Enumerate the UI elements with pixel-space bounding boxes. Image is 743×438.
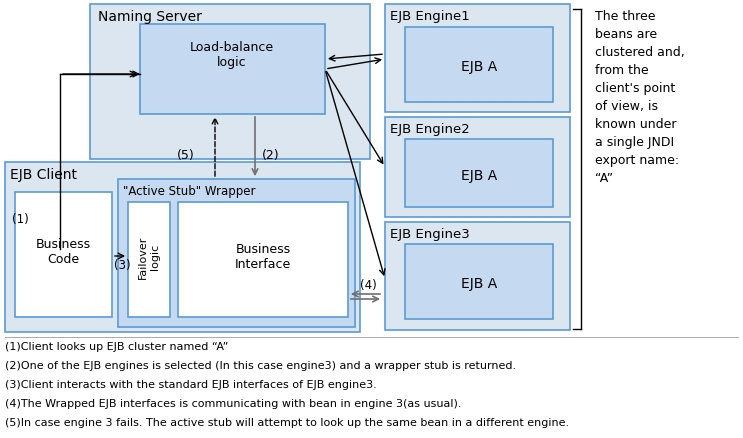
Bar [385,118,570,218]
Bar [178,202,348,317]
Text: Business
Interface: Business Interface [235,243,291,270]
Text: EJB Client: EJB Client [10,168,77,182]
Text: (5)In case engine 3 fails. The active stub will attempt to look up the same bean: (5)In case engine 3 fails. The active st… [5,417,569,427]
Text: (3): (3) [114,258,131,271]
Bar [405,244,553,319]
Text: (4): (4) [360,278,377,291]
Text: (5): (5) [178,148,195,161]
Bar [15,193,112,317]
Text: (1): (1) [12,213,28,226]
Bar [385,5,570,113]
Text: Failover
logic: Failover logic [138,235,160,278]
Text: Load-balance
logic: Load-balance logic [190,41,274,69]
Text: EJB A: EJB A [461,169,497,183]
Text: EJB Engine2: EJB Engine2 [390,123,470,136]
Bar [385,223,570,330]
Bar [140,25,325,115]
Bar [90,5,370,159]
Text: The three
beans are
clustered and,
from the
client's point
of view, is
known und: The three beans are clustered and, from … [595,10,685,184]
Bar [5,162,360,332]
Bar [405,140,553,208]
Text: (1)Client looks up EJB cluster named “A”: (1)Client looks up EJB cluster named “A” [5,341,228,351]
Text: (4)The Wrapped EJB interfaces is communicating with bean in engine 3(as usual).: (4)The Wrapped EJB interfaces is communi… [5,398,461,408]
Text: "Active Stub" Wrapper: "Active Stub" Wrapper [123,184,256,198]
Text: Naming Server: Naming Server [98,10,202,24]
Text: (2): (2) [262,148,279,161]
Text: EJB A: EJB A [461,276,497,290]
Bar [405,28,553,103]
Text: (2)One of the EJB engines is selected (In this case engine3) and a wrapper stub : (2)One of the EJB engines is selected (I… [5,360,516,370]
Text: (3)Client interacts with the standard EJB interfaces of EJB engine3.: (3)Client interacts with the standard EJ… [5,379,377,389]
Text: EJB Engine3: EJB Engine3 [390,227,470,240]
Bar [128,202,170,317]
Text: EJB Engine1: EJB Engine1 [390,10,470,23]
Text: EJB A: EJB A [461,60,497,74]
Text: Business
Code: Business Code [36,237,91,265]
Bar [118,180,355,327]
